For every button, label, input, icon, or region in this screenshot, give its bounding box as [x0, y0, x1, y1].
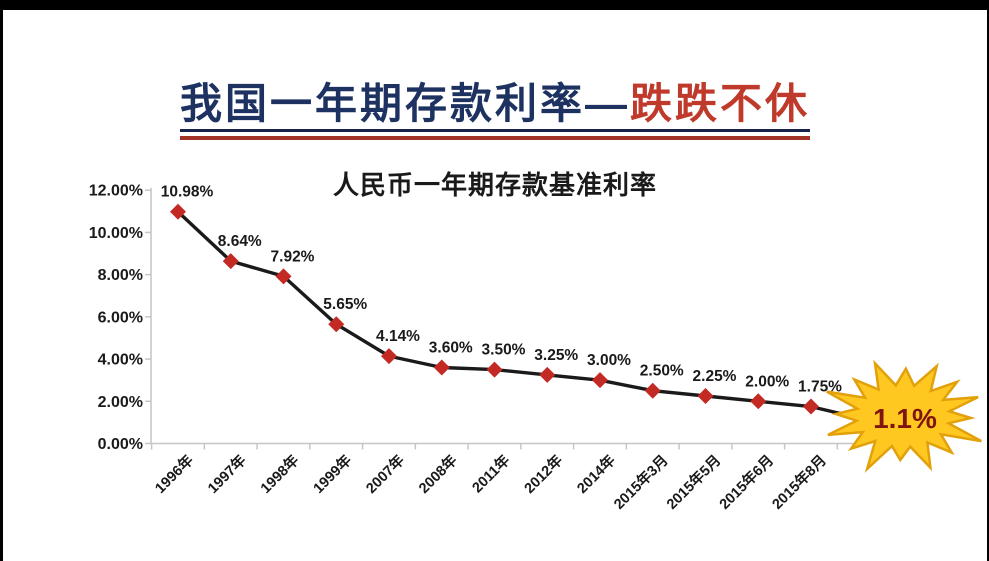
x-tick-label: 2011年 [468, 451, 514, 497]
data-point-label: 8.64% [218, 233, 262, 250]
data-point-label: 2.25% [693, 368, 737, 385]
callout-starburst [826, 359, 982, 473]
x-tick-label: 2007年 [362, 451, 408, 497]
x-tick-label: 1997年 [204, 451, 250, 497]
data-point-label: 10.98% [161, 184, 214, 201]
data-point-marker [381, 348, 397, 365]
y-tick-label: 6.00% [98, 309, 143, 326]
title-highlight: 跌跌不休 [630, 80, 811, 127]
data-point-label: 3.50% [482, 342, 526, 359]
data-point-label: 3.60% [429, 340, 473, 357]
rate-line [176, 210, 869, 422]
y-tick-label: 0.00% [98, 436, 143, 453]
x-tick-label: 1998年 [257, 451, 303, 497]
data-point-label: 3.00% [587, 352, 631, 369]
y-tick-label: 12.00% [89, 183, 143, 200]
data-point-marker [644, 382, 661, 399]
chart-title: 人民币一年期存款基准利率 [332, 170, 657, 200]
x-tick-label: 2008年 [415, 451, 461, 497]
x-tick-label: 2014年 [573, 451, 619, 497]
data-point-marker [170, 203, 186, 220]
x-tick-label: 1996年 [151, 451, 197, 497]
data-point-marker [433, 359, 450, 376]
x-tick-label: 2015年8月 [768, 451, 830, 513]
x-tick-label: 2015年5月 [663, 451, 725, 513]
x-tick-label: 2015年6月 [715, 451, 777, 513]
page-title-inner: 我国一年期存款利率—跌跌不休 [179, 80, 811, 141]
y-tick-label: 10.00% [89, 225, 143, 242]
data-point-marker [539, 366, 556, 383]
x-tick-label: 2012年 [520, 451, 566, 497]
y-tick-label: 4.00% [98, 352, 143, 369]
slide-background: 我国一年期存款利率—跌跌不休 人民币一年期存款基准利率 12.00% 10.00%… [3, 10, 987, 561]
title-underline-top [179, 129, 811, 133]
data-point-label: 2.50% [640, 363, 684, 380]
data-point-marker [328, 316, 345, 333]
data-point-marker [750, 393, 767, 410]
data-point-marker [697, 388, 714, 405]
page-title-text: 我国一年期存款利率—跌跌不休 [179, 80, 811, 127]
data-point-marker [592, 372, 608, 389]
data-point-label: 2.00% [745, 373, 789, 390]
data-point-label: 3.25% [534, 347, 578, 364]
callout-label: 1.1% [873, 403, 937, 434]
x-tick-label: 2015年3月 [610, 451, 672, 513]
page-title: 我国一年期存款利率—跌跌不休 [3, 80, 987, 141]
data-point-marker [275, 268, 292, 285]
data-point-label: 7.92% [271, 248, 315, 265]
y-tick-label: 8.00% [98, 267, 143, 284]
title-underline-bottom [179, 136, 811, 141]
data-point-label: 4.14% [376, 328, 420, 345]
data-point-marker [486, 361, 503, 378]
data-point-marker [222, 253, 239, 270]
data-point-label: 5.65% [323, 296, 367, 313]
title-prefix: 我国一年期存款利率— [179, 80, 630, 127]
x-tick-label: 1999年 [309, 451, 355, 497]
y-tick-label: 2.00% [98, 394, 143, 411]
data-point-marker [803, 398, 819, 415]
